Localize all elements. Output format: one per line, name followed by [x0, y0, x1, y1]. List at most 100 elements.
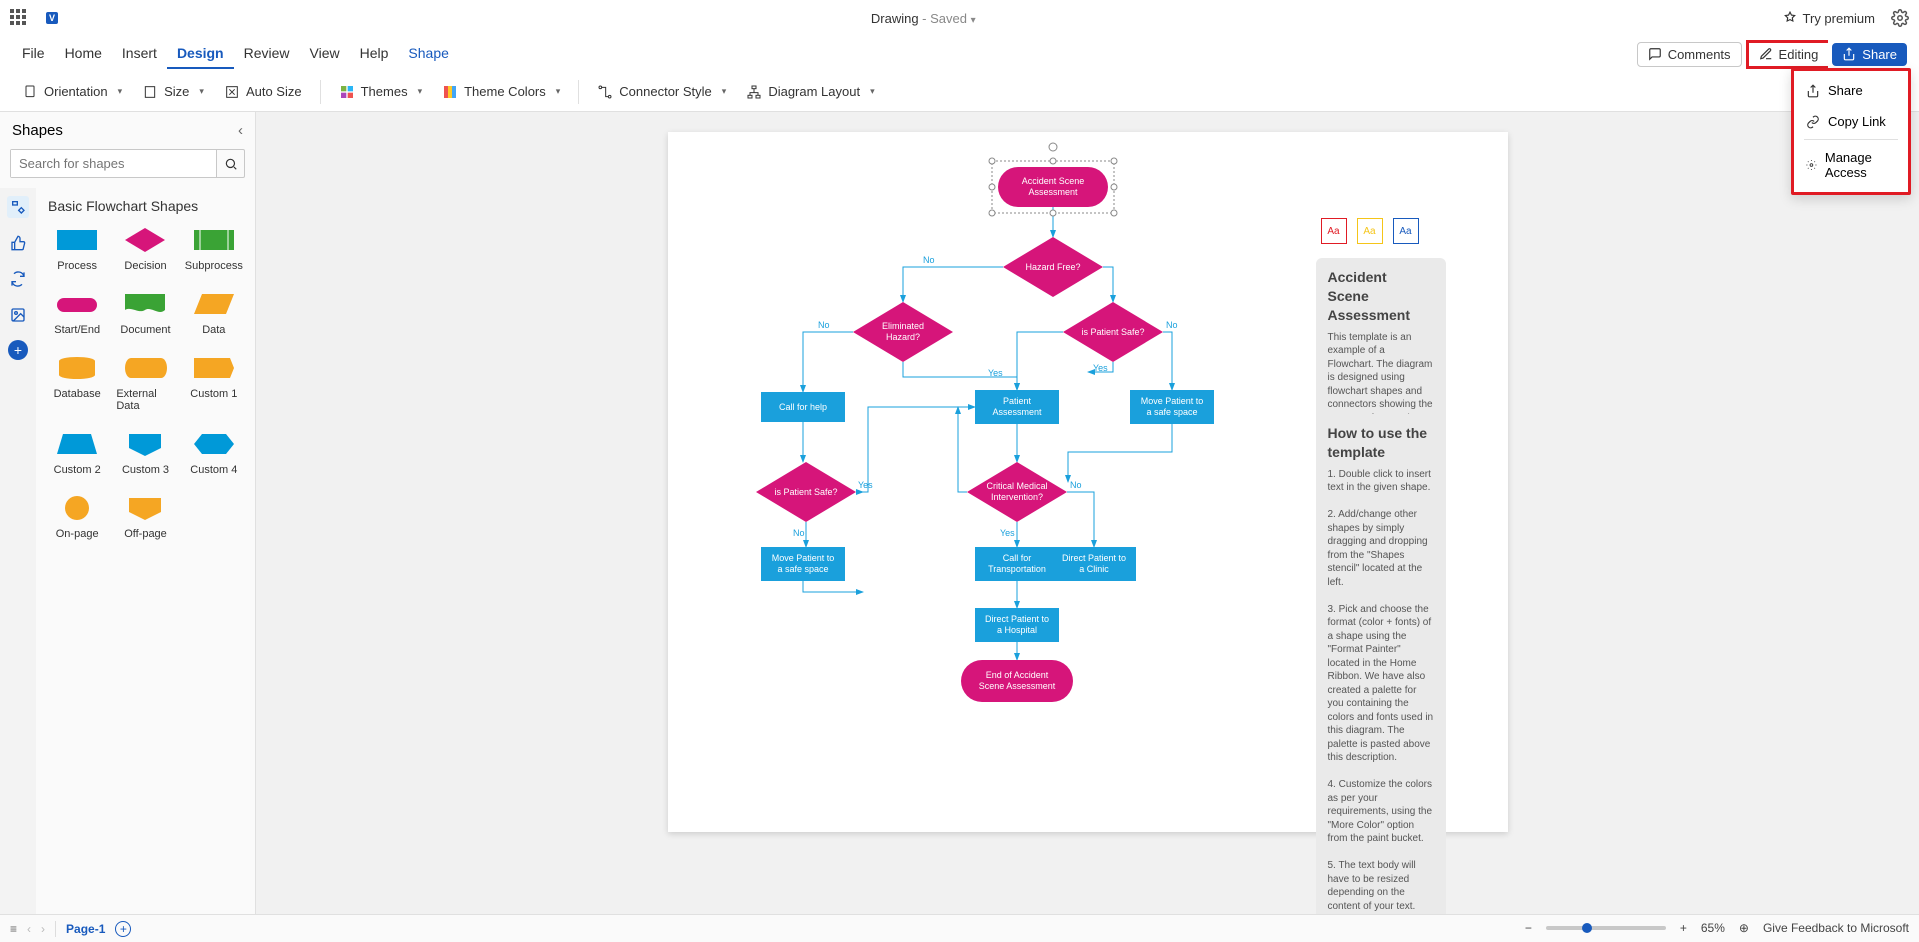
shape-custom-1[interactable]: Custom 1: [185, 354, 243, 412]
themes-button[interactable]: Themes: [331, 80, 431, 104]
info-box-2: How to use the template 1. Double click …: [1316, 414, 1446, 914]
shape-off-page[interactable]: Off-page: [116, 494, 174, 540]
add-page-button[interactable]: +: [115, 921, 131, 937]
ribbon: Orientation Size Auto Size Themes Theme …: [0, 72, 1919, 112]
comments-button[interactable]: Comments: [1637, 42, 1742, 67]
page-list-icon[interactable]: ≡: [10, 922, 17, 936]
svg-text:Yes: Yes: [858, 480, 873, 490]
stencil-flowchart-icon[interactable]: [7, 196, 29, 218]
svg-text:Call for help: Call for help: [778, 402, 826, 412]
shapes-panel-title: Shapes: [12, 122, 63, 139]
shape-subprocess[interactable]: Subprocess: [185, 226, 243, 272]
size-button[interactable]: Size: [134, 80, 212, 104]
shape-decision[interactable]: Decision: [116, 226, 174, 272]
zoom-out-button[interactable]: −: [1525, 921, 1532, 935]
menu-item-review[interactable]: Review: [234, 39, 300, 69]
svg-text:Patient: Patient: [1002, 396, 1031, 406]
menu-item-file[interactable]: File: [12, 39, 55, 69]
diagram-layout-button[interactable]: Diagram Layout: [738, 80, 882, 104]
svg-text:Transportation: Transportation: [988, 564, 1046, 574]
auto-size-button[interactable]: Auto Size: [216, 80, 310, 104]
svg-text:V: V: [49, 13, 55, 23]
zoom-in-button[interactable]: +: [1680, 921, 1687, 935]
document-title[interactable]: Drawing - Saved ▾: [64, 11, 1783, 26]
svg-text:Yes: Yes: [988, 368, 1003, 378]
svg-text:No: No: [818, 320, 830, 330]
shape-on-page[interactable]: On-page: [48, 494, 106, 540]
stencil-thumbsup-icon[interactable]: [7, 232, 29, 254]
svg-text:is Patient Safe?: is Patient Safe?: [774, 487, 837, 497]
svg-text:Assessment: Assessment: [992, 407, 1042, 417]
theme-swatch-0[interactable]: Aa: [1321, 218, 1347, 244]
svg-text:No: No: [793, 528, 805, 538]
theme-swatch-1[interactable]: Aa: [1357, 218, 1383, 244]
stencil-title: Basic Flowchart Shapes: [48, 198, 243, 214]
menu-item-design[interactable]: Design: [167, 39, 234, 69]
search-icon[interactable]: [216, 150, 244, 177]
menu-item-shape[interactable]: Shape: [398, 39, 458, 69]
theme-swatch-2[interactable]: Aa: [1393, 218, 1419, 244]
status-bar: − + 65% ⊕ Give Feedback to Microsoft: [1525, 914, 1909, 942]
svg-text:Direct Patient to: Direct Patient to: [984, 614, 1048, 624]
canvas-area[interactable]: NoYesNoYesNoYesYesNoNoYesAccident SceneA…: [256, 112, 1919, 914]
feedback-link[interactable]: Give Feedback to Microsoft: [1763, 921, 1909, 935]
svg-text:is Patient Safe?: is Patient Safe?: [1081, 327, 1144, 337]
share-menu-share[interactable]: Share: [1794, 75, 1908, 106]
svg-text:No: No: [923, 255, 935, 265]
svg-text:Hazard Free?: Hazard Free?: [1025, 262, 1080, 272]
prev-page-icon[interactable]: ‹: [27, 922, 31, 936]
svg-text:Eliminated: Eliminated: [881, 321, 923, 331]
share-menu-copy-link[interactable]: Copy Link: [1794, 106, 1908, 137]
svg-text:Call for: Call for: [1002, 553, 1031, 563]
shape-custom-2[interactable]: Custom 2: [48, 430, 106, 476]
collapse-panel-icon[interactable]: ‹: [238, 122, 243, 139]
svg-text:Move Patient to: Move Patient to: [1140, 396, 1203, 406]
connector-style-button[interactable]: Connector Style: [589, 80, 734, 104]
share-dropdown: Share Copy Link Manage Access: [1791, 68, 1911, 195]
fit-page-icon[interactable]: ⊕: [1739, 921, 1749, 935]
svg-text:a safe space: a safe space: [777, 564, 828, 574]
shapes-panel: Shapes ‹ + Basic Flowchart Shapes Proces…: [0, 112, 256, 914]
title-bar: V Drawing - Saved ▾ Try premium: [0, 0, 1919, 36]
page[interactable]: NoYesNoYesNoYesYesNoNoYesAccident SceneA…: [668, 132, 1508, 832]
share-button[interactable]: Share: [1832, 43, 1907, 66]
shape-external-data[interactable]: External Data: [116, 354, 174, 412]
try-premium-button[interactable]: Try premium: [1783, 11, 1875, 26]
svg-text:Intervention?: Intervention?: [990, 492, 1042, 502]
svg-text:Direct Patient to: Direct Patient to: [1061, 553, 1125, 563]
svg-text:End of Accident: End of Accident: [985, 670, 1048, 680]
svg-text:a safe space: a safe space: [1146, 407, 1197, 417]
search-input[interactable]: [11, 150, 216, 177]
stencil-cycle-icon[interactable]: [7, 268, 29, 290]
menu-item-insert[interactable]: Insert: [112, 39, 167, 69]
svg-text:a Clinic: a Clinic: [1079, 564, 1109, 574]
next-page-icon[interactable]: ›: [41, 922, 45, 936]
page-tab-1[interactable]: Page-1: [66, 922, 105, 936]
shape-custom-3[interactable]: Custom 3: [116, 430, 174, 476]
svg-text:Scene Assessment: Scene Assessment: [978, 681, 1055, 691]
shape-database[interactable]: Database: [48, 354, 106, 412]
svg-text:Hazard?: Hazard?: [885, 332, 919, 342]
zoom-slider[interactable]: [1546, 926, 1666, 930]
svg-text:No: No: [1166, 320, 1178, 330]
theme-colors-button[interactable]: Theme Colors: [434, 80, 568, 104]
visio-icon: V: [44, 8, 64, 28]
zoom-level: 65%: [1701, 921, 1725, 935]
menu-item-view[interactable]: View: [300, 39, 350, 69]
shape-document[interactable]: Document: [116, 290, 174, 336]
svg-text:Critical Medical: Critical Medical: [986, 481, 1047, 491]
add-stencil-button[interactable]: +: [8, 340, 28, 360]
app-launcher-icon[interactable]: [10, 9, 28, 27]
shape-data[interactable]: Data: [185, 290, 243, 336]
shape-start-end[interactable]: Start/End: [48, 290, 106, 336]
stencil-image-icon[interactable]: [7, 304, 29, 326]
shape-custom-4[interactable]: Custom 4: [185, 430, 243, 476]
orientation-button[interactable]: Orientation: [14, 80, 130, 104]
menu-item-help[interactable]: Help: [350, 39, 399, 69]
settings-icon[interactable]: [1891, 9, 1909, 27]
menu-item-home[interactable]: Home: [55, 39, 112, 69]
share-menu-manage-access[interactable]: Manage Access: [1794, 142, 1908, 188]
editing-mode-button[interactable]: Editing: [1746, 40, 1829, 69]
stencil-rail: +: [0, 188, 36, 914]
shape-process[interactable]: Process: [48, 226, 106, 272]
